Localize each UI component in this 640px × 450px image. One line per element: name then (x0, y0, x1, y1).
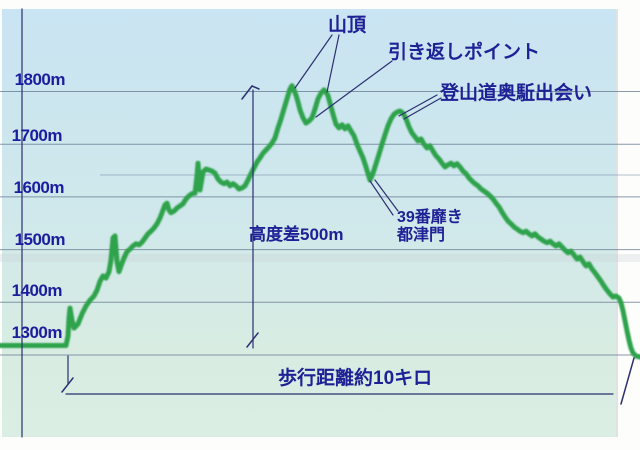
annotation-elevation-difference: 高度差500m (249, 224, 343, 244)
scan-fold-artifact (0, 254, 640, 262)
annotation-okugake-junction: 登山道奥駈出会い (439, 81, 592, 104)
elevation-curve (0, 83, 640, 360)
annotation-nabiki39: 39番靡き (397, 207, 463, 226)
grid-lines (0, 91, 640, 356)
ytick-1800: 1800m (15, 70, 66, 89)
ytick-1600: 1600m (14, 178, 65, 197)
annotation-summit: 山頂 (328, 14, 367, 36)
annotation-tsutsumon: 都津門 (396, 225, 445, 244)
annotation-walking-distance: 歩行距離約10キロ (278, 366, 432, 389)
ytick-1700: 1700m (12, 126, 63, 145)
ytick-1300: 1300m (12, 323, 63, 342)
annotation-lines (21, 8, 635, 438)
ytick-1500: 1500m (15, 230, 66, 249)
ytick-1400: 1400m (12, 281, 63, 300)
annotation-turnaround-point: 引き返しポイント (388, 40, 540, 63)
